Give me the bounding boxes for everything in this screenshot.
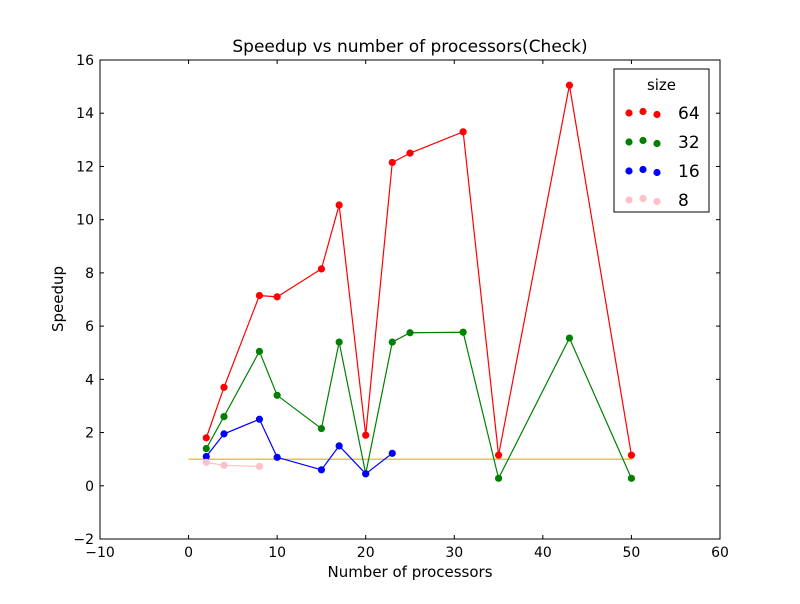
data-point-64-8 <box>406 149 414 157</box>
plot-area <box>188 81 636 482</box>
data-point-16-1 <box>220 430 228 438</box>
data-point-32-1 <box>220 412 228 421</box>
y-tick-label: 4 <box>85 372 94 388</box>
data-point-8-2 <box>255 462 264 470</box>
data-point-16-6 <box>362 470 370 478</box>
data-point-64-4 <box>317 265 326 273</box>
data-point-64-10 <box>494 451 503 459</box>
legend-label-64: 64 <box>678 104 700 124</box>
data-point-64-3 <box>273 293 281 301</box>
legend-title: size <box>647 76 676 94</box>
data-point-64-7 <box>388 158 396 167</box>
data-point-32-12 <box>627 474 636 482</box>
legend-marker-8 <box>625 196 633 204</box>
data-point-64-12 <box>627 451 636 459</box>
y-tick-label: 6 <box>85 319 94 335</box>
data-point-8-1 <box>220 461 228 469</box>
y-tick-label: 8 <box>85 266 94 282</box>
data-point-64-2 <box>255 291 264 300</box>
legend-marker-32 <box>653 139 661 148</box>
legend-label-16: 16 <box>678 162 700 182</box>
y-tick-label: 0 <box>85 479 94 495</box>
legend-marker-32 <box>639 136 647 145</box>
data-point-32-11 <box>565 334 574 342</box>
data-point-32-10 <box>494 474 503 482</box>
data-point-32-5 <box>335 338 343 346</box>
legend-marker-64 <box>639 107 647 116</box>
legend-label-32: 32 <box>678 133 700 153</box>
legend-marker-8 <box>639 194 647 203</box>
x-tick-label: 60 <box>711 545 729 561</box>
legend-marker-64 <box>625 109 633 117</box>
data-point-32-4 <box>317 424 326 433</box>
data-point-32-3 <box>273 391 281 399</box>
data-point-8-0 <box>202 458 210 466</box>
data-point-64-6 <box>362 431 370 439</box>
x-tick-label: 10 <box>268 545 286 561</box>
data-point-64-0 <box>202 434 210 442</box>
data-point-64-5 <box>335 201 343 209</box>
data-point-16-7 <box>388 449 396 457</box>
data-point-32-2 <box>255 347 264 355</box>
y-tick-label: 10 <box>76 213 94 229</box>
data-point-32-7 <box>388 338 396 346</box>
data-point-16-5 <box>335 442 343 450</box>
legend-marker-16 <box>653 168 661 177</box>
data-point-16-0 <box>202 452 210 461</box>
data-point-64-9 <box>459 128 467 136</box>
legend-marker-64 <box>653 110 661 119</box>
data-point-16-2 <box>255 415 264 423</box>
plot-frame <box>99 59 721 540</box>
x-tick-label: 50 <box>623 545 641 561</box>
y-tick-label: 14 <box>76 106 94 122</box>
data-point-64-11 <box>565 81 574 89</box>
y-tick-label: 16 <box>76 53 94 69</box>
x-axis-label: Number of processors <box>327 563 492 581</box>
legend-marker-16 <box>639 165 647 174</box>
x-tick-label: −10 <box>85 545 115 561</box>
data-point-32-9 <box>459 328 467 336</box>
axes: −10 0 10 20 30 40 50 60 −2 0 2 4 6 8 10 12 14 16 <box>73 53 729 561</box>
x-tick-label: 20 <box>357 545 375 561</box>
x-tick-label: 0 <box>184 545 193 561</box>
legend-marker-16 <box>625 167 633 175</box>
x-tick-label: 40 <box>534 545 552 561</box>
data-point-16-4 <box>317 466 326 474</box>
series-line-16 <box>205 418 393 475</box>
legend-marker-8 <box>653 197 661 206</box>
y-axis-label: Speedup <box>49 266 67 332</box>
y-tick-label: −2 <box>73 532 94 548</box>
y-tick-label: 12 <box>76 159 94 175</box>
data-point-16-3 <box>273 453 281 461</box>
data-point-32-0 <box>202 444 210 453</box>
y-tick-label: 2 <box>85 426 94 442</box>
x-tick-label: 30 <box>445 545 463 561</box>
chart-title: Speedup vs number of processors(Check) <box>232 37 587 57</box>
legend-label-8: 8 <box>678 191 689 211</box>
data-point-64-1 <box>220 383 228 391</box>
data-point-32-8 <box>406 329 414 337</box>
legend-marker-32 <box>625 138 633 146</box>
